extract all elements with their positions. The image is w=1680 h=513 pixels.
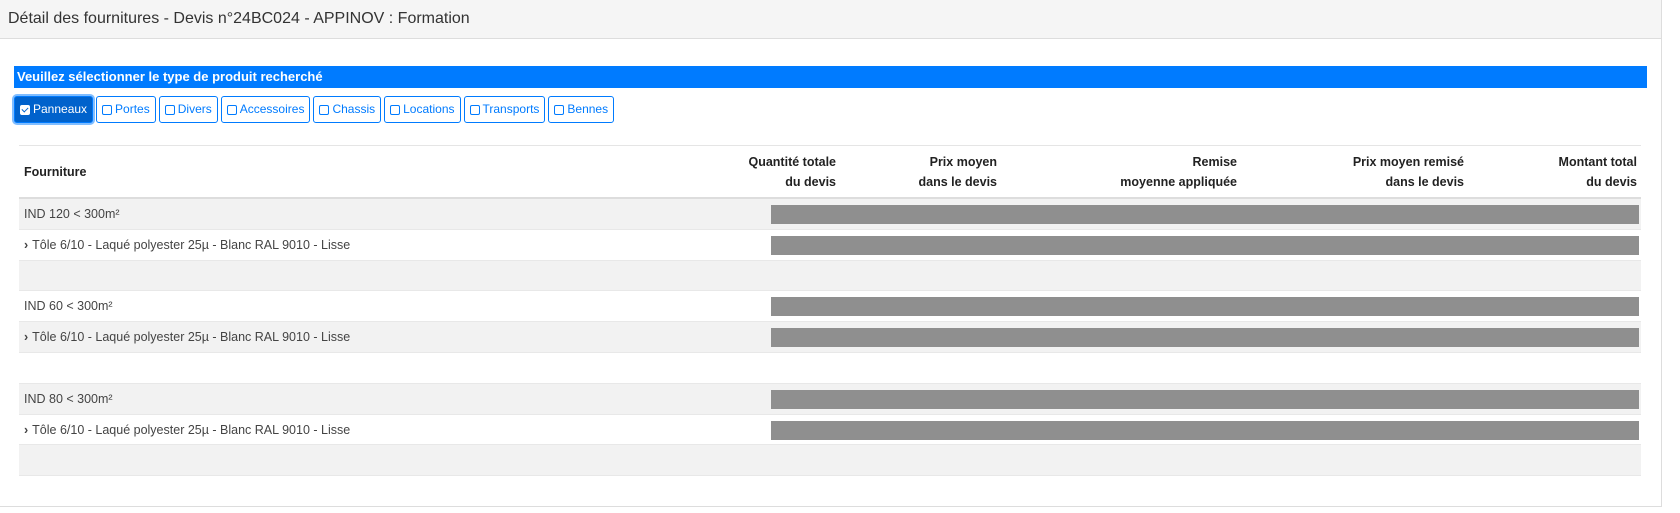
checkbox-icon — [164, 104, 175, 115]
filter-label: Locations — [403, 102, 455, 116]
redacted-values — [771, 205, 1639, 224]
col-montant: Montant total du devis — [1558, 155, 1637, 189]
filter-transports[interactable]: Transports — [463, 96, 546, 123]
item-row[interactable]: › Tôle 6/10 - Laqué polyester 25µ - Blanc… — [19, 230, 1641, 261]
group-row: IND 120 < 300m² — [19, 199, 1641, 230]
redacted-values — [771, 389, 1639, 409]
filter-label: Portes — [115, 102, 150, 116]
filter-portes[interactable]: Portes — [96, 96, 156, 123]
filter-label: Bennes — [567, 102, 609, 116]
filter-label: Panneaux — [33, 102, 88, 116]
chevron-right-icon[interactable]: › — [24, 422, 29, 437]
filter-label: Transports — [482, 102, 540, 116]
spacer-row — [19, 445, 1641, 477]
product-type-filters: Panneaux Portes Divers Accessoires Chass… — [14, 96, 615, 123]
product-type-label: Veuillez sélectionner le type de produit… — [14, 66, 1647, 88]
col-remise: Remise moyenne appliquée — [1120, 155, 1237, 189]
checkbox-icon — [554, 104, 565, 115]
filter-label: Chassis — [332, 102, 376, 116]
item-row[interactable]: › Tôle 6/10 - Laqué polyester 25µ - Blanc… — [19, 415, 1641, 446]
redacted-values — [771, 328, 1639, 348]
redacted-values — [771, 235, 1639, 255]
checkbox-icon — [469, 104, 480, 115]
filter-label: Accessoires — [239, 102, 305, 116]
checkbox-checked-icon — [20, 104, 30, 115]
col-quantite: Quantité totale du devis — [748, 155, 836, 189]
chevron-right-icon[interactable]: › — [24, 330, 29, 345]
filter-panneaux[interactable]: Panneaux — [14, 96, 94, 123]
filter-locations[interactable]: Locations — [384, 96, 461, 123]
filter-label: Divers — [177, 102, 212, 116]
panel-title: Détail des fournitures - Devis n°24BC024… — [0, 0, 1661, 39]
supplies-panel: Détail des fournitures - Devis n°24BC024… — [0, 0, 1662, 507]
filter-bennes[interactable]: Bennes — [548, 96, 615, 123]
filter-chassis[interactable]: Chassis — [313, 96, 382, 123]
checkbox-icon — [390, 104, 401, 115]
checkbox-icon — [226, 104, 237, 115]
redacted-values — [771, 297, 1639, 317]
group-row: IND 80 < 300m² — [19, 383, 1641, 415]
filter-divers[interactable]: Divers — [158, 96, 218, 123]
supplies-table: Fourniture Quantité totale du devis Prix … — [19, 145, 1641, 477]
filter-accessoires[interactable]: Accessoires — [220, 96, 311, 123]
chevron-right-icon[interactable]: › — [24, 237, 29, 252]
spacer-row — [19, 260, 1641, 292]
group-row: IND 60 < 300m² — [19, 291, 1641, 323]
redacted-values — [771, 420, 1639, 440]
checkbox-icon — [102, 104, 113, 115]
spacer-row — [19, 353, 1641, 384]
col-prix-remise: Prix moyen remisé dans le devis — [1352, 155, 1464, 189]
table-header: Fourniture Quantité totale du devis Prix … — [19, 146, 1641, 199]
checkbox-icon — [319, 104, 330, 115]
col-prix-moyen: Prix moyen dans le devis — [918, 155, 997, 189]
col-fourniture: Fourniture — [24, 165, 87, 179]
item-row[interactable]: › Tôle 6/10 - Laqué polyester 25µ - Blanc… — [19, 322, 1641, 353]
